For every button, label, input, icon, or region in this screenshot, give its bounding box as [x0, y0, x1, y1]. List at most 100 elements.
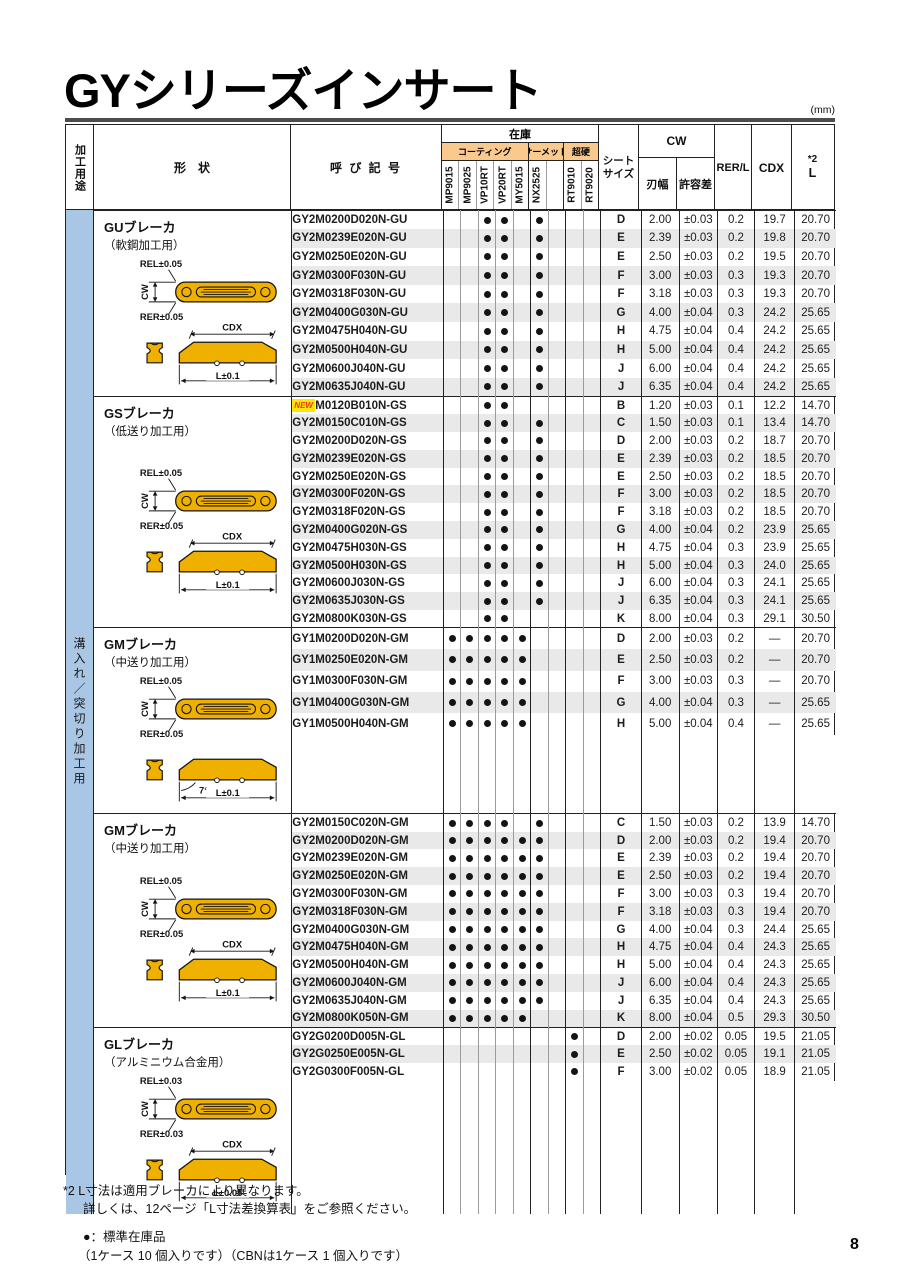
stock-dot: [536, 890, 544, 898]
cw-width-cell: 2.00: [640, 1027, 680, 1046]
stock-empty-cell: [565, 414, 584, 433]
stock-dot-cell: [495, 266, 514, 285]
designation-cell: GY2M0318F020N-GS: [291, 503, 444, 522]
stock-dot-cell: [530, 266, 549, 285]
product-code: GY1M0250E020N-GM: [292, 653, 408, 666]
stock-empty-cell: [512, 266, 531, 285]
stock-empty-cell: [547, 538, 566, 557]
stock-dot: [448, 656, 456, 664]
cw-tolerance-cell: ±0.03: [678, 467, 718, 486]
designation-cell: GY1M0300F030N-GM: [291, 670, 444, 692]
stock-empty-cell: [565, 920, 584, 939]
cw-tolerance-cell: ±0.04: [678, 938, 718, 957]
stock-dot: [518, 854, 526, 862]
cw-tolerance-cell: ±0.04: [678, 1009, 718, 1028]
seat-size-cell: D: [600, 831, 642, 850]
rer-l-cell: 0.4: [716, 713, 755, 735]
product-code: GY2M0200D020N-GU: [292, 214, 408, 227]
product-code: GY1M0500H040N-GM: [292, 717, 409, 730]
stock-dot: [501, 1014, 509, 1022]
cw-tolerance-cell: ±0.04: [678, 691, 718, 714]
filler-cell: [512, 1080, 531, 1214]
stock-dot-cell: [477, 503, 496, 522]
stock-dot: [466, 979, 474, 987]
rer-l-cell: 0.2: [716, 485, 755, 504]
header-seat-size: シート サイズ: [599, 125, 639, 210]
filler-cell: [477, 734, 496, 814]
stock-empty-cell: [565, 485, 584, 504]
stock-dot-cell: [442, 974, 461, 992]
stock-empty-cell: [530, 610, 549, 628]
stock-dot: [501, 290, 509, 298]
cw-tolerance-cell: ±0.04: [678, 713, 718, 735]
grade-label-row: MP9015 MP9025 VP10RT VP20RT MY5015 NX2525 RT90…: [442, 161, 598, 209]
stock-dot-cell: [512, 849, 531, 868]
stock-dot: [483, 597, 491, 605]
stock-empty-cell: [460, 1027, 479, 1046]
stock-empty-cell: [460, 247, 479, 267]
stock-dot-cell: [530, 813, 549, 832]
stock-empty-cell: [582, 649, 601, 671]
cw-width-cell: 4.00: [640, 303, 680, 323]
designation-cell: GY2M0400G030N-GU: [291, 303, 444, 323]
stock-empty-cell: [530, 396, 549, 415]
rer-l-cell: 0.4: [716, 974, 755, 992]
stock-empty-cell: [565, 377, 584, 397]
section-gm1: GMブレーカ （中送り加工用） REL±0.05 CW RER±0.05 7° L±0.…: [94, 627, 836, 814]
stock-empty-cell: [547, 467, 566, 486]
stock-dot-cell: [530, 521, 549, 539]
stock-dot-cell: [495, 538, 514, 557]
l-dim-cell: 20.70: [794, 831, 836, 850]
stock-empty-cell: [512, 467, 531, 486]
seat-size-cell: C: [600, 414, 642, 433]
stock-empty-cell: [582, 991, 601, 1010]
stock-dot: [483, 837, 491, 845]
rer-l-cell: 0.4: [716, 340, 755, 360]
stock-empty-cell: [547, 649, 566, 671]
l-dim-cell: 25.65: [794, 956, 836, 975]
stock-empty-cell: [582, 920, 601, 939]
stock-dot: [501, 579, 509, 587]
stock-dot-cell: [477, 610, 496, 628]
stock-empty-cell: [547, 610, 566, 628]
cdx-cell: 18.5: [754, 503, 795, 522]
cw-width-cell: 6.35: [640, 377, 680, 397]
stock-empty-cell: [512, 377, 531, 397]
table-row: GY2M0239E020N-GM E 2.39 ±0.03 0.2 19.4 20.70: [94, 849, 836, 868]
stock-dot-cell: [495, 974, 514, 992]
l-dim-cell: 21.05: [794, 1045, 836, 1064]
cw-tolerance-cell: ±0.04: [678, 574, 718, 593]
table-row: GY2G0250E005N-GL E 2.50 ±0.02 0.05 19.1 21.05: [94, 1045, 836, 1064]
designation-cell: GY2M0300F030N-GU: [291, 266, 444, 285]
table-row: GY2M0300F030N-GM F 3.00 ±0.03 0.3 19.4 20.70: [94, 885, 836, 903]
stock-dot-cell: [530, 938, 549, 957]
seat-size-cell: D: [600, 432, 642, 450]
stock-empty-cell: [512, 1045, 531, 1064]
product-code: GY2M0200D020N-GS: [292, 434, 407, 447]
rer-l-cell: 0.2: [716, 813, 755, 832]
cw-tolerance-cell: ±0.03: [678, 266, 718, 285]
rer-l-cell: 0.2: [716, 867, 755, 886]
product-code: GY2M0300F030N-GM: [292, 887, 408, 900]
stock-empty-cell: [442, 432, 461, 450]
seat-size-cell: D: [600, 627, 642, 650]
stock-dot-cell: [477, 340, 496, 360]
stock-empty-cell: [565, 556, 584, 575]
cw-tolerance-cell: ±0.04: [678, 556, 718, 575]
stock-empty-cell: [582, 956, 601, 975]
stock-empty-cell: [547, 449, 566, 468]
designation-cell: GY2M0635J040N-GU: [291, 377, 444, 397]
stock-dot-cell: [495, 432, 514, 450]
stock-dot: [501, 346, 509, 354]
stock-dot: [466, 890, 474, 898]
stock-dot-cell: [512, 649, 531, 671]
stock-empty-cell: [565, 1009, 584, 1028]
stock-dot: [448, 926, 456, 934]
stock-dot-cell: [477, 538, 496, 557]
stock-empty-cell: [512, 229, 531, 248]
designation-cell: NEW GY2M0120B010N-GS: [291, 396, 444, 415]
stock-empty-cell: [565, 670, 584, 692]
l-dim-cell: 25.65: [794, 340, 836, 360]
stock-dot: [501, 979, 509, 987]
stock-empty-cell: [442, 449, 461, 468]
